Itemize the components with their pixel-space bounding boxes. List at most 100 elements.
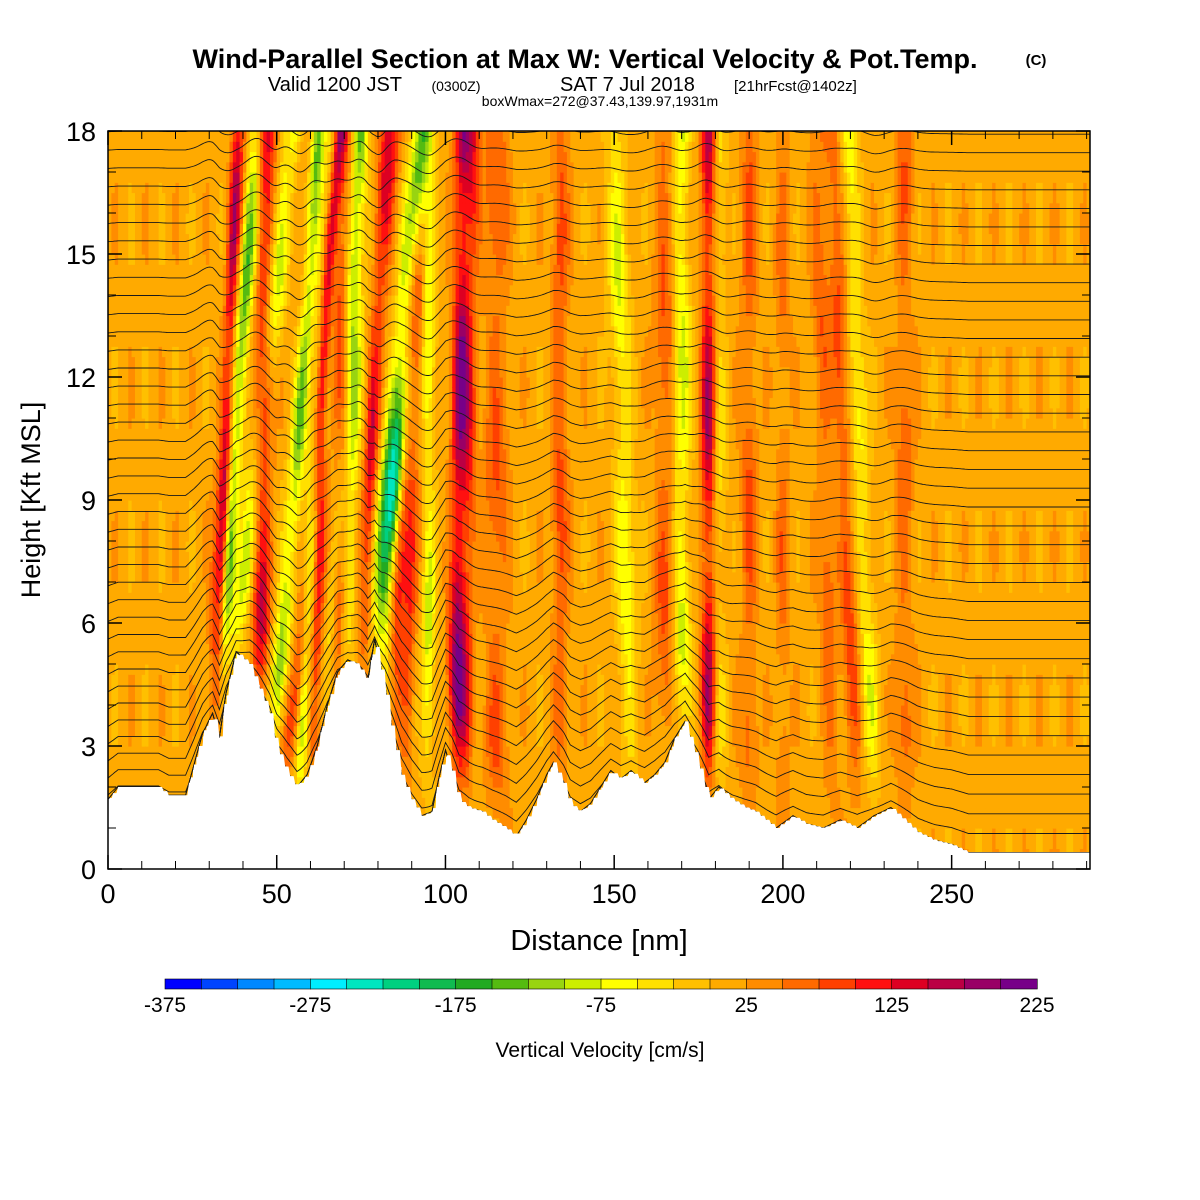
velocity-cell [286, 612, 291, 624]
velocity-cell [128, 161, 133, 173]
velocity-cell [212, 612, 217, 624]
velocity-cell [161, 756, 166, 768]
velocity-cell [384, 500, 389, 511]
velocity-cell [374, 202, 379, 214]
velocity-cell [108, 674, 112, 686]
velocity-cell [175, 520, 180, 532]
velocity-cell [118, 295, 123, 306]
velocity-cell [111, 510, 116, 522]
velocity-cell [178, 715, 183, 727]
velocity-cell [151, 561, 156, 573]
velocity-cell [185, 489, 190, 501]
velocity-cell [192, 469, 197, 481]
velocity-cell [226, 438, 231, 450]
velocity-cell [337, 233, 342, 245]
velocity-cell [178, 295, 183, 306]
velocity-cell [172, 213, 177, 224]
velocity-cell [242, 520, 247, 532]
velocity-cell [219, 510, 224, 522]
velocity-cell [108, 151, 112, 163]
velocity-cell [195, 233, 200, 245]
velocity-cell [172, 182, 177, 194]
velocity-cell [145, 776, 150, 788]
velocity-cell [165, 325, 170, 337]
velocity-cell [354, 192, 359, 204]
velocity-cell [246, 407, 251, 419]
velocity-cell [199, 202, 204, 214]
velocity-cell [219, 633, 224, 645]
velocity-cell [161, 623, 166, 634]
velocity-cell [249, 172, 254, 183]
velocity-cell [219, 582, 224, 593]
velocity-cell [293, 243, 298, 255]
velocity-cell [192, 407, 197, 419]
velocity-cell [209, 489, 214, 501]
velocity-cell [195, 653, 200, 665]
velocity-cell [114, 684, 119, 696]
velocity-cell [384, 438, 389, 450]
velocity-cell [155, 530, 160, 542]
velocity-cell [141, 387, 146, 399]
velocity-cell [165, 653, 170, 665]
velocity-cell [182, 356, 187, 368]
velocity-cell [219, 459, 224, 470]
velocity-cell [118, 213, 123, 224]
velocity-cell [222, 141, 227, 153]
velocity-cell [195, 397, 200, 409]
velocity-cell [202, 202, 207, 214]
velocity-cell [239, 418, 244, 429]
velocity-cell [185, 274, 190, 286]
velocity-cell [280, 172, 285, 183]
velocity-cell [232, 213, 237, 224]
velocity-cell [330, 151, 335, 163]
velocity-cell [188, 428, 193, 440]
velocity-cell [128, 684, 133, 696]
velocity-cell [135, 305, 139, 317]
velocity-cell [158, 653, 163, 665]
velocity-cell [367, 325, 372, 337]
velocity-cell [209, 510, 214, 522]
velocity-cell [242, 571, 247, 583]
velocity-cell [192, 530, 197, 542]
velocity-cell [158, 141, 163, 153]
velocity-cell [111, 407, 116, 419]
velocity-cell [188, 223, 193, 235]
velocity-cell [108, 264, 112, 276]
velocity-cell [141, 459, 146, 470]
velocity-cell [236, 541, 241, 552]
velocity-cell [135, 213, 139, 224]
velocity-cell [182, 541, 187, 552]
velocity-cell [138, 541, 143, 552]
velocity-cell [212, 469, 217, 481]
velocity-cell [135, 325, 139, 337]
velocity-cell [361, 561, 366, 573]
velocity-cell [242, 448, 247, 460]
velocity-cell [111, 746, 116, 757]
velocity-cell [239, 469, 244, 481]
velocity-cell [165, 233, 170, 245]
velocity-cell [108, 530, 112, 542]
velocity-cell [172, 469, 177, 481]
velocity-cell [111, 295, 116, 306]
velocity-cell [145, 438, 150, 450]
velocity-cell [165, 438, 170, 450]
velocity-cell [168, 602, 173, 614]
velocity-cell [151, 766, 156, 778]
velocity-cell [111, 623, 116, 634]
velocity-cell [135, 161, 139, 173]
velocity-cell [188, 643, 193, 655]
velocity-cell [300, 264, 305, 276]
velocity-cell [273, 489, 278, 501]
velocity-cell [256, 202, 261, 214]
velocity-cell [175, 592, 180, 604]
velocity-cell [108, 705, 112, 716]
velocity-cell [212, 325, 217, 337]
velocity-cell [158, 305, 163, 317]
velocity-cell [158, 489, 163, 501]
velocity-cell [199, 489, 204, 501]
velocity-cell [188, 233, 193, 245]
velocity-cell [178, 213, 183, 224]
velocity-cell [286, 336, 291, 347]
velocity-cell [384, 448, 389, 460]
velocity-cell [165, 530, 170, 542]
